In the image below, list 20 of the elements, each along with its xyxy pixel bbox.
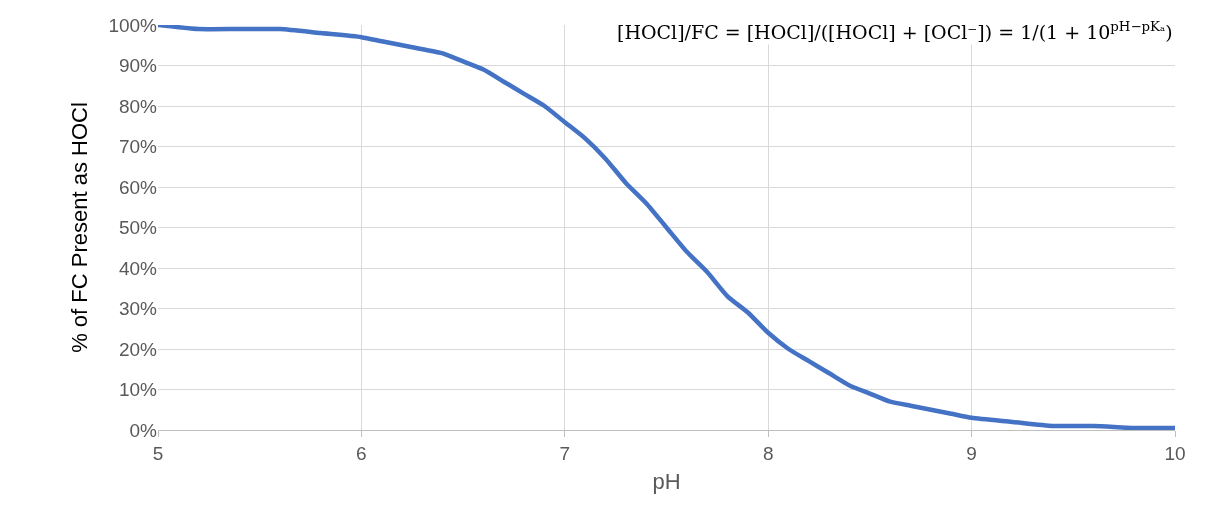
x-tick-label: 8 [762, 442, 774, 464]
x-tick-label: 9 [966, 442, 977, 464]
x-axis-title: pH [652, 468, 681, 494]
y-axis-title: % of FC Present as HOCl [67, 102, 93, 353]
x-tick-label: 5 [152, 442, 164, 464]
x-tick-label: 7 [559, 442, 571, 464]
x-tick-label: 10 [1164, 442, 1186, 464]
x-tick-label: 6 [356, 442, 367, 464]
y-tick-label: 80% [118, 95, 158, 117]
annotation: [HOCl]/FC = [HOCl]/([HOCl] + [OCl⁻]) = 1/(1 + 10$^{pH−pKₐ}$) [617, 19, 1173, 43]
y-tick-label: 10% [118, 379, 158, 401]
y-tick-label: 50% [118, 217, 158, 239]
y-tick-label: 100% [108, 14, 158, 36]
y-tick-label: 40% [118, 257, 158, 279]
y-tick-label: 60% [118, 176, 158, 198]
y-tick-label: 0% [129, 419, 158, 441]
y-tick-label: 90% [118, 55, 158, 77]
y-tick-label: 20% [118, 338, 158, 360]
y-tick-label: 30% [118, 298, 158, 320]
y-tick-label: 70% [118, 136, 158, 158]
